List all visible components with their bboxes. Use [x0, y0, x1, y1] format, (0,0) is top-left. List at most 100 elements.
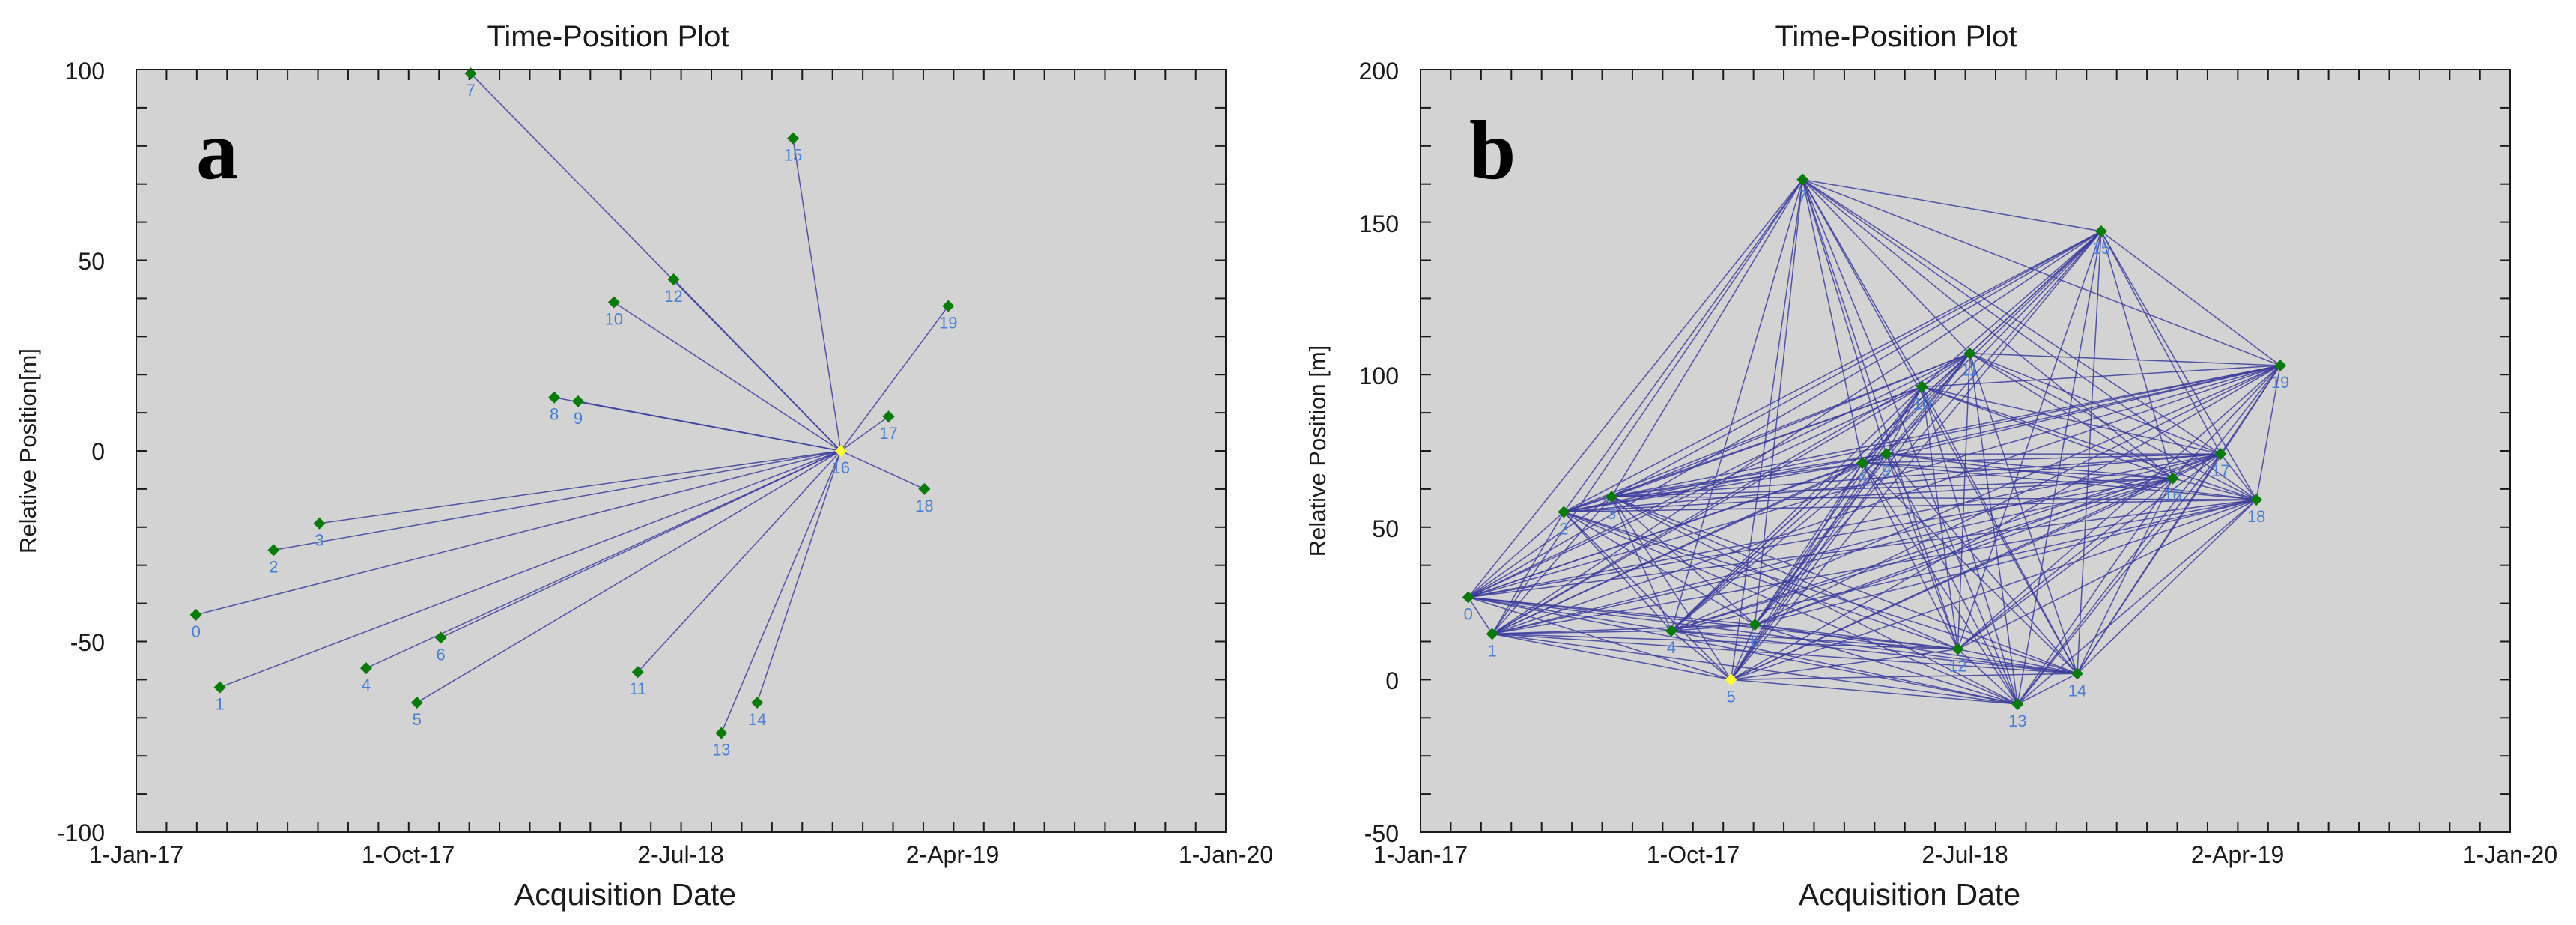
edge-line	[1922, 353, 1970, 388]
edge-line	[2172, 477, 2257, 500]
point-label: 6	[436, 645, 445, 664]
point-marker	[1796, 173, 1809, 186]
point-marker	[607, 296, 620, 309]
point-marker	[667, 273, 680, 285]
edge-line	[2017, 231, 2102, 705]
point-marker	[882, 410, 895, 423]
point-marker	[786, 132, 799, 145]
panel-b-y-tick: 100	[1359, 363, 1399, 389]
edge-line	[1922, 231, 2102, 388]
edge-line	[1957, 365, 2281, 650]
panel-a-x-tick: 1-Jan-20	[1179, 841, 1273, 868]
edge-line	[840, 416, 889, 452]
point-label: 0	[192, 622, 201, 641]
edge-line	[1468, 477, 2173, 598]
edge-line	[1922, 386, 2173, 479]
panel-b-x-tick: 1-Jan-17	[1373, 841, 1468, 868]
edge-line	[1492, 512, 1564, 634]
panel-a-y-axis-label: Relative Position[m]	[15, 348, 41, 554]
edge-line	[1468, 596, 2078, 675]
point-label: 12	[664, 287, 682, 306]
edge-line	[2017, 499, 2257, 705]
edge-line	[1922, 386, 2221, 455]
edge-line	[1492, 633, 1958, 650]
point-label: 14	[748, 710, 766, 729]
point-label: 9	[1882, 461, 1891, 480]
point-marker	[2214, 448, 2227, 461]
point-label: 13	[2008, 712, 2026, 730]
edge-line	[1611, 453, 1886, 497]
point-label: 16	[832, 458, 850, 477]
edge-line	[1802, 179, 2174, 479]
edge-line	[1886, 353, 1971, 455]
edge-line	[1611, 462, 1863, 497]
edge-line	[1671, 630, 2018, 705]
edge-line	[613, 301, 842, 452]
panel-b-x-axis-label: Acquisition Date	[1799, 877, 2020, 912]
edge-line	[756, 450, 842, 703]
panel-a-y-tick: -100	[57, 819, 105, 846]
point-marker	[1951, 643, 1964, 655]
edge-line	[1886, 386, 1923, 455]
edge-line	[1731, 499, 2257, 681]
point-marker	[464, 67, 477, 80]
point-marker	[434, 631, 447, 644]
edge-line	[1671, 462, 1863, 631]
panel-b-x-tick: 2-Apr-19	[2191, 841, 2285, 868]
edge-line	[1492, 633, 1731, 681]
edge-line	[273, 450, 841, 551]
edge-line	[1468, 596, 1671, 631]
point-label: 16	[2163, 486, 2181, 505]
edge-line	[1671, 477, 2173, 631]
edge-line	[1671, 365, 2281, 631]
point-label: 13	[712, 741, 730, 759]
edge-line	[1755, 477, 2173, 625]
edge-line	[1564, 511, 1958, 650]
point-marker	[2250, 494, 2263, 506]
point-label: 6	[1750, 632, 1759, 651]
edge-line	[2255, 365, 2281, 500]
point-label: 2	[1559, 519, 1568, 538]
edge-line	[1957, 453, 2221, 650]
edge-line	[1492, 624, 1755, 635]
edge-line	[1862, 453, 2221, 464]
panel-b-edges	[1468, 178, 2281, 705]
edge-line	[1802, 178, 2257, 500]
edge-line	[1886, 231, 2102, 455]
panel-a-frame	[136, 69, 1227, 833]
point-label: 0	[1464, 604, 1473, 623]
point-label: 18	[915, 497, 933, 515]
panel-b-x-tick: 2-Jul-18	[1922, 841, 2008, 868]
edge-line	[1611, 231, 2102, 497]
edge-line	[2172, 365, 2281, 479]
edge-line	[1611, 496, 1732, 680]
edge-line	[1754, 462, 1863, 625]
edge-line	[1730, 179, 1803, 680]
edge-line	[1468, 231, 2102, 598]
edge-line	[1921, 386, 1959, 649]
edge-line	[1969, 353, 2019, 705]
edge-line	[1468, 386, 1923, 598]
panel-b-x-tick: 1-Jan-20	[2463, 841, 2557, 868]
edge-line	[840, 450, 925, 490]
panel-a-title: Time-Position Plot	[487, 20, 729, 53]
edge-line	[1969, 352, 2221, 455]
point-marker	[1749, 619, 1761, 631]
reference-point-marker	[1725, 673, 1737, 686]
edge-line	[2077, 478, 2174, 674]
edge-line	[720, 450, 842, 733]
panel-a-y-tick: 0	[91, 438, 105, 465]
edge-line	[1492, 386, 1923, 634]
point-marker	[2094, 225, 2107, 237]
edge-line	[2100, 231, 2174, 479]
edge-line	[1862, 462, 1959, 650]
edge-line	[1611, 496, 1958, 650]
edge-line	[1468, 453, 2221, 598]
edge-line	[1468, 179, 1803, 598]
edge-line	[1492, 353, 1970, 634]
edge-line	[1922, 365, 2281, 388]
panel-b-x-tick: 1-Oct-17	[1647, 841, 1740, 868]
panel-b-title: Time-Position Plot	[1775, 20, 2017, 53]
